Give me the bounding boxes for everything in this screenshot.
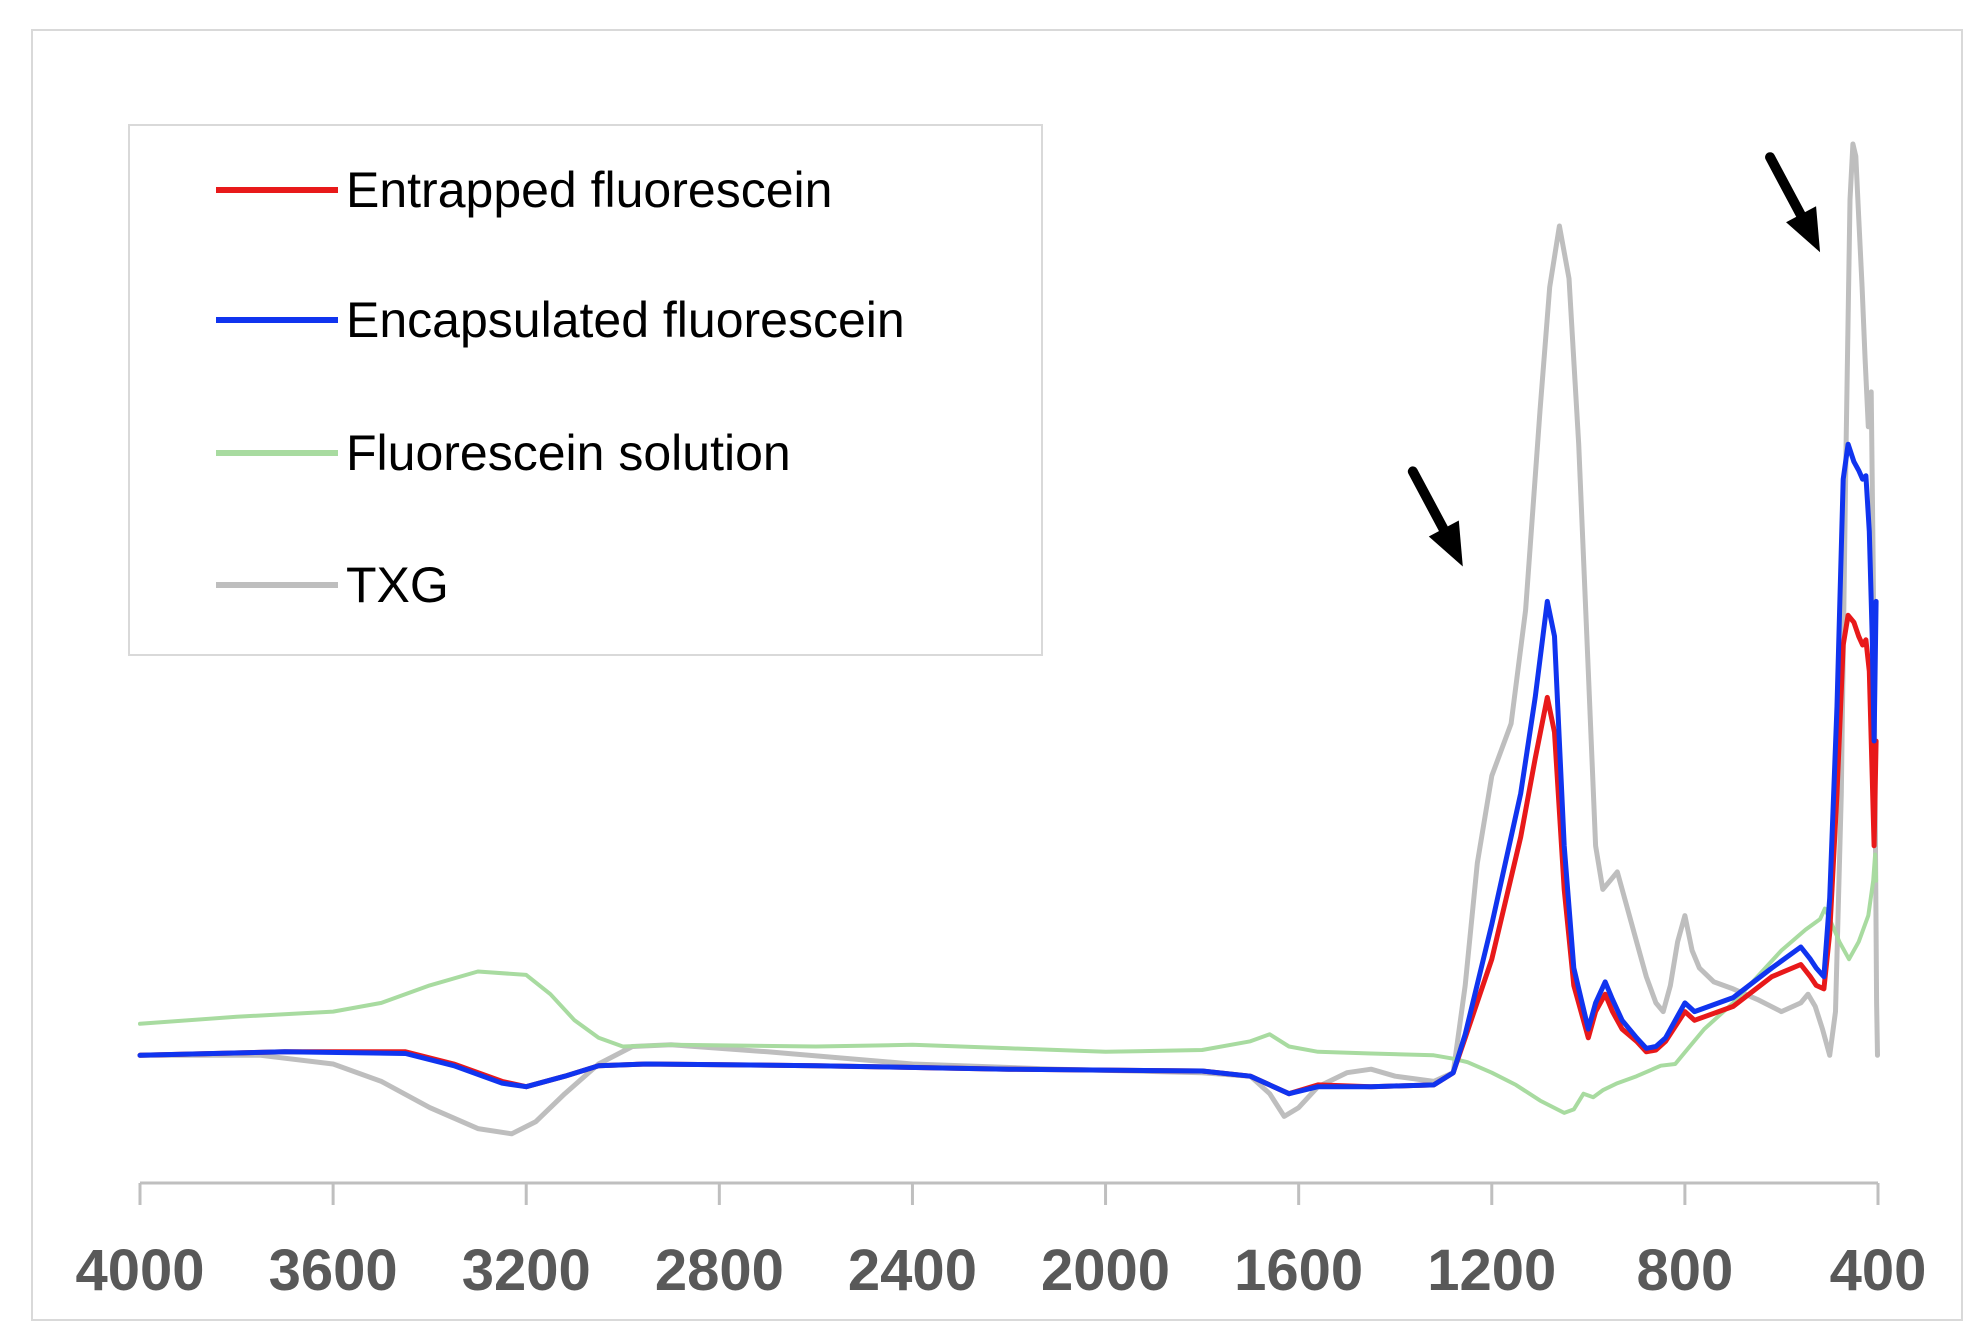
legend-entry-fluorescein-solution: Fluorescein solution: [216, 425, 791, 481]
x-tick-label: 800: [1636, 1238, 1733, 1303]
legend-label: Fluorescein solution: [346, 425, 791, 481]
legend-label: Encapsulated fluorescein: [346, 292, 905, 348]
annotation-arrow: [1407, 466, 1463, 567]
series-line-fluorescein-solution: [138, 852, 1879, 1115]
x-tick-label: 1200: [1427, 1238, 1556, 1303]
x-tick-label: 2000: [1041, 1238, 1170, 1303]
legend: Entrapped fluorescein Encapsulated fluore…: [128, 124, 1043, 656]
x-axis: 4000 3600 3200 2800 2400 2000 1600 1200 800 400: [75, 1181, 1927, 1303]
legend-entry-txg: TXG: [216, 557, 449, 613]
x-tick-label: 2400: [848, 1238, 977, 1303]
x-tick-label: 4000: [75, 1238, 204, 1303]
annotation-arrow: [1765, 152, 1821, 253]
legend-label: TXG: [346, 557, 449, 613]
x-tick-label: 2800: [655, 1238, 784, 1303]
x-tick-label: 1600: [1234, 1238, 1363, 1303]
series-line-txg: [137, 141, 1880, 1137]
annotation-layer: [1407, 152, 1821, 567]
legend-entry-entrapped-fluorescein: Entrapped fluorescein: [216, 162, 832, 218]
legend-box: [128, 124, 1043, 656]
x-tick-label: 400: [1830, 1238, 1927, 1303]
legend-entry-encapsulated-fluorescein: Encapsulated fluorescein: [216, 292, 905, 348]
legend-label: Entrapped fluorescein: [346, 162, 832, 218]
x-tick-label: 3200: [462, 1238, 591, 1303]
series-line-encapsulated-fluorescein: [137, 441, 1879, 1097]
series-layer: [137, 141, 1880, 1137]
x-tick-label: 3600: [269, 1238, 398, 1303]
